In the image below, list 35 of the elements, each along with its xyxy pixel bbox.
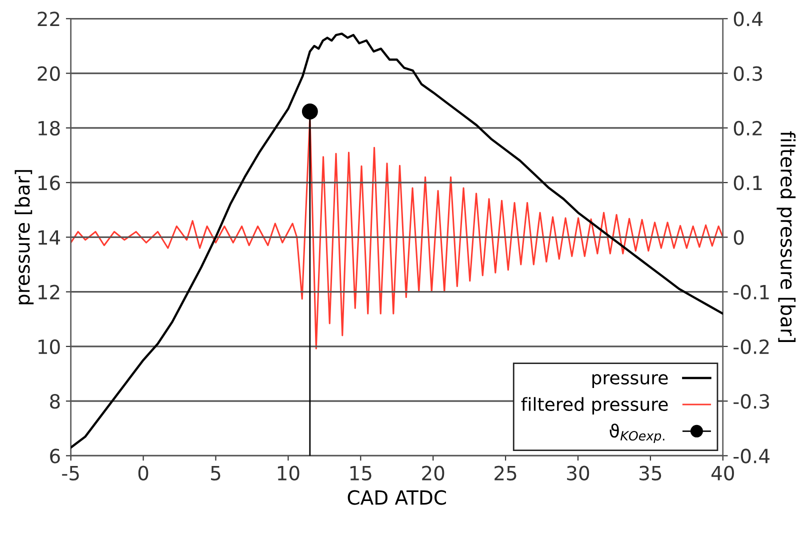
- line-series: [70, 32, 723, 449]
- y2-tick-label: 0.3: [734, 66, 762, 81]
- x-tick-label: 10: [278, 466, 300, 480]
- legend-label: ϑ$_{KOexp.}$: [610, 424, 664, 444]
- y-tick-label: 20: [38, 66, 60, 81]
- y2-tick-label: -0.1: [734, 284, 769, 300]
- x-tick-label: 25: [494, 466, 516, 480]
- y-axis-title: pressure [bar]: [14, 170, 34, 304]
- y-tick-label: 10: [38, 339, 60, 354]
- y-tick-label: 6: [50, 448, 60, 464]
- x-tick-label: 0: [138, 466, 148, 480]
- x-tick-label: 40: [711, 466, 734, 480]
- y2-tick-label: 0.4: [734, 12, 762, 26]
- x-tick-label: 35: [640, 466, 662, 480]
- x-tick-label: 30: [567, 466, 590, 480]
- y-tick-label: 8: [50, 394, 60, 409]
- y-tick-label: 22: [38, 12, 60, 26]
- x-tick-label: 15: [350, 466, 372, 480]
- legend-label: filtered pressure: [521, 397, 668, 415]
- y2-axis-title: filtered pressure [bar]: [776, 131, 796, 342]
- y2-tick-label: -0.2: [734, 339, 769, 354]
- y2-tick-label: 0.2: [734, 120, 762, 136]
- x-tick-label: 5: [211, 466, 220, 480]
- x-axis-title: CAD ATDC: [348, 490, 446, 505]
- y-tick-label: 12: [38, 284, 60, 300]
- y-tick-label: 18: [38, 120, 60, 136]
- y2-tick-label: 0.1: [734, 176, 762, 190]
- y2-tick-label: -0.4: [734, 448, 770, 464]
- x-tick-label: 20: [422, 466, 444, 480]
- y2-tick-label: 0: [734, 230, 744, 245]
- x-tick-label: -5: [62, 466, 79, 480]
- y-tick-label: 16: [38, 176, 60, 190]
- y-tick-label: 14: [38, 230, 60, 245]
- legend-label: pressure: [592, 374, 668, 388]
- y2-tick-label: -0.3: [734, 394, 769, 409]
